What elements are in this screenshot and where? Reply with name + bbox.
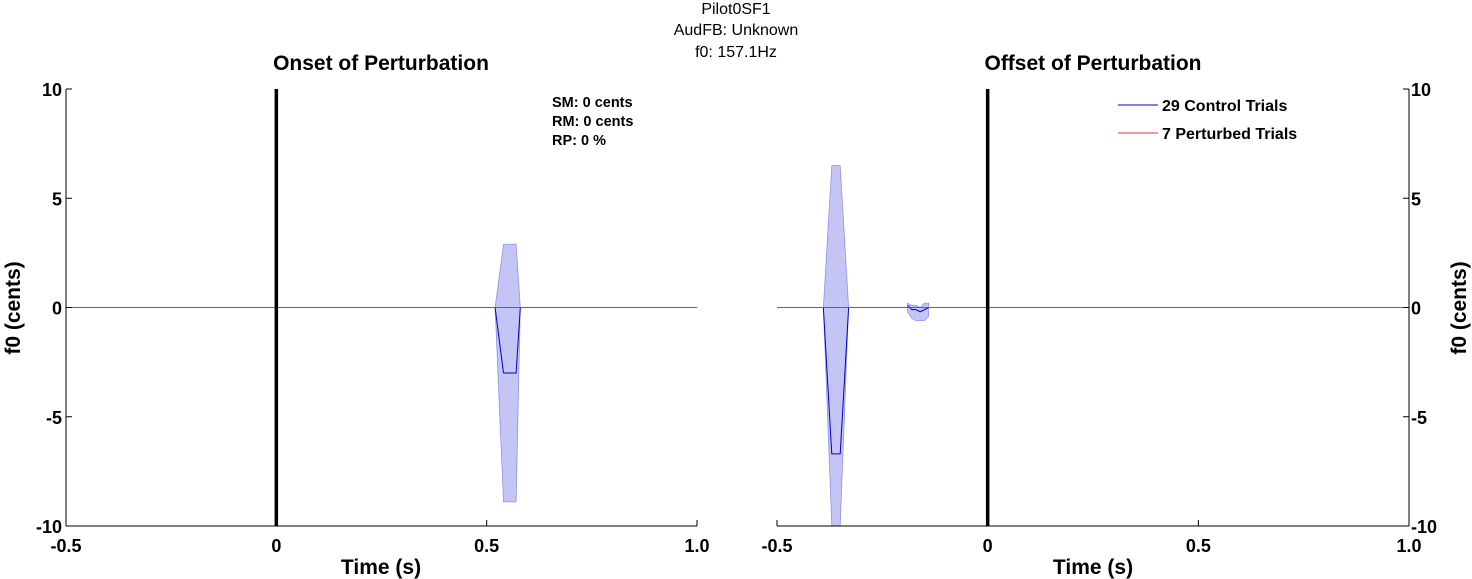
legend-label-perturbed: 7 Perturbed Trials (1162, 126, 1297, 143)
offset-y-tick-label-4: 10 (1411, 80, 1431, 100)
onset-control-mean-line-0 (494, 307, 521, 374)
offset-y-tick-label-2: 0 (1411, 299, 1421, 319)
onset-y-tick-label-4: 10 (42, 80, 62, 100)
onset-stats-annotation: SM: 0 cents RM: 0 cents RP: 0 % (552, 95, 633, 149)
offset-x-tick-label-3: 1.0 (1396, 536, 1421, 556)
onset-y-tick-label-0: -10 (36, 517, 62, 537)
offset-x-tick-label-2: 0.5 (1186, 536, 1211, 556)
offset-legend: 29 Control Trials 7 Perturbed Trials (1118, 98, 1297, 143)
onset-y-axis-label: f0 (cents) (2, 261, 25, 354)
offset-control-band-1 (907, 302, 930, 322)
onset-stat-sm: SM: 0 cents (552, 95, 633, 111)
offset-y-axis-label: f0 (cents) (1448, 261, 1471, 354)
onset-x-axis-label: Time (s) (341, 556, 421, 579)
onset-x-tick-label-0: -0.5 (50, 536, 81, 556)
onset-stat-rp: RP: 0 % (552, 133, 606, 149)
figure-suptitle: Pilot0SF1 AudFB: Unknown f0: 157.1Hz (674, 1, 799, 61)
offset-panel: -0.5 0 0.5 1.0-10 -5 0 5 10 Offset of Perturbat… (761, 52, 1471, 579)
onset-x-tick-label-2: 0.5 (474, 536, 499, 556)
offset-control-mean-line-0 (822, 307, 850, 455)
offset-y-tick-label-3: 5 (1411, 189, 1421, 209)
suptitle-line-3: f0: 157.1Hz (695, 44, 777, 61)
onset-x-tick-label-3: 1.0 (684, 536, 709, 556)
offset-x-tick-label-1: 0 (983, 536, 993, 556)
onset-panel: -0.5 0 0.5 1.0 -10 -5 0 5 10 Onset of Perturbati… (2, 52, 710, 579)
offset-y-tick-label-0: -10 (1411, 517, 1437, 537)
onset-x-tick-label-1: 0 (271, 536, 281, 556)
legend-label-control: 29 Control Trials (1162, 98, 1287, 115)
offset-x-tick-label-0: -0.5 (761, 536, 792, 556)
suptitle-line-1: Pilot0SF1 (701, 1, 770, 18)
onset-y-tick-label-3: 5 (52, 189, 62, 209)
onset-y-tick-label-2: 0 (52, 299, 62, 319)
offset-y-tick-label-1: -5 (1411, 408, 1427, 428)
onset-panel-title: Onset of Perturbation (273, 52, 489, 75)
suptitle-line-2: AudFB: Unknown (674, 22, 799, 39)
offset-x-axis-label: Time (s) (1053, 556, 1133, 579)
offset-control-band-0 (822, 165, 850, 527)
onset-stat-rm: RM: 0 cents (552, 114, 633, 130)
onset-y-tick-label-1: -5 (46, 408, 62, 428)
offset-control-mean-line-1 (907, 304, 929, 313)
offset-panel-title: Offset of Perturbation (984, 52, 1201, 75)
